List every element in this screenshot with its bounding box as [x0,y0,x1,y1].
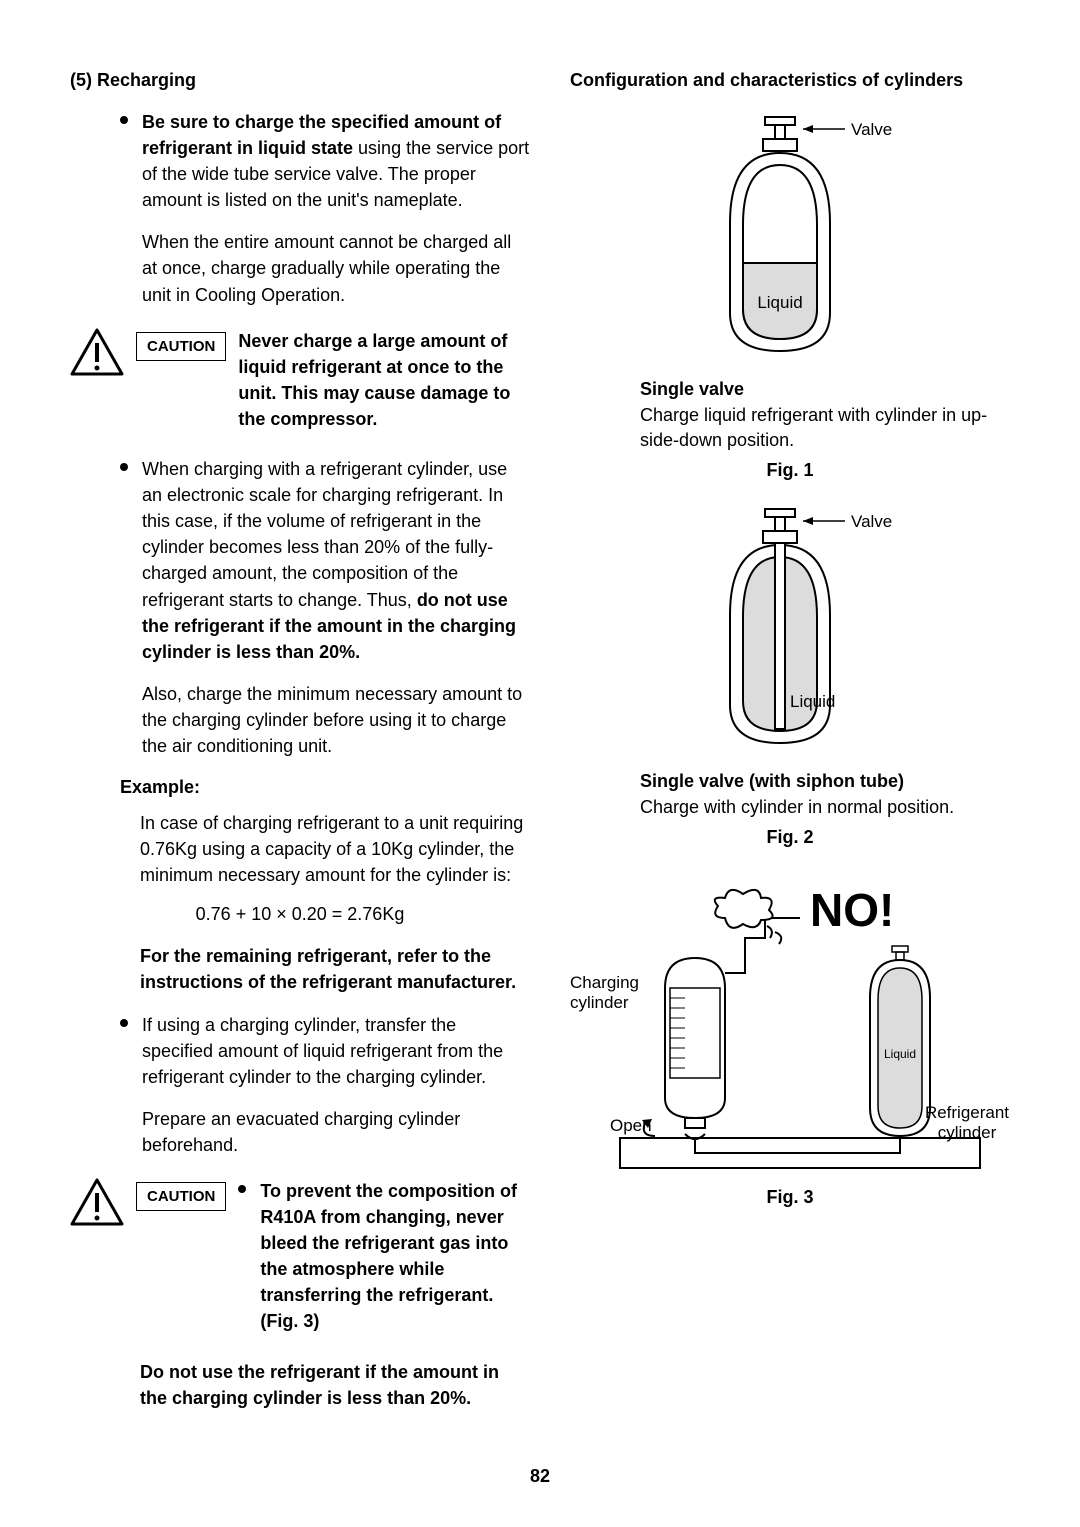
cylinder-diagram-1: Valve Liquid [645,113,935,363]
fig2-text: Charge with cylinder in normal position. [640,797,954,817]
bullet-block-3: If using a charging cylinder, transfer t… [120,1012,530,1158]
bullet-1: Be sure to charge the specified amount o… [120,109,530,213]
bullet-block-1: Be sure to charge the specified amount o… [120,109,530,308]
liquid-text-1: Liquid [757,293,802,312]
caution1-text: Never charge a large amount of liquid re… [238,328,530,432]
caution2-text: To prevent the composition of R410A from… [260,1181,517,1331]
caution2-wrapper: To prevent the composition of R410A from… [238,1178,530,1335]
section-heading: (5) Recharging [70,70,530,91]
bullet2-c: Also, charge the minimum necessary amoun… [120,681,530,759]
warning-icon [70,1178,124,1226]
fig2-caption: Fig. 2 [570,827,1010,848]
warning-icon [70,328,124,376]
valve-text-2: Valve [851,512,892,531]
refrigerant-cylinder-label: Refrigerant cylinder [922,1103,1012,1143]
caution-2: CAUTION To prevent the composition of R4… [70,1178,530,1335]
bullet2-a: When charging with a refrigerant cylinde… [142,459,507,609]
right-column: Configuration and characteristics of cyl… [570,70,1010,1411]
bullet-3a: If using a charging cylinder, transfer t… [120,1012,530,1090]
page-number: 82 [530,1466,550,1487]
figure-3: Liquid NO! Charging cylinder Open Refrig… [570,878,1010,1198]
caution-1: CAUTION Never charge a large amount of l… [70,328,530,432]
liquid-text-2: Liquid [790,692,835,711]
section-number: (5) [70,70,92,90]
fig1-desc: Single valve Charge liquid refrigerant w… [640,377,990,452]
cylinder-diagram-2: Valve Liquid [645,505,935,755]
bullet-3b: Prepare an evacuated charging cylinder b… [120,1106,530,1158]
bullet1-para2: When the entire amount cannot be charged… [120,229,530,307]
svg-text:Liquid: Liquid [884,1047,916,1061]
open-label: Open [610,1116,652,1136]
example-body: In case of charging refrigerant to a uni… [140,810,530,888]
charging-cylinder-label: Charging cylinder [570,973,650,1013]
caution-label-1: CAUTION [136,332,226,361]
no-text: NO! [810,883,894,937]
bullet-icon [238,1185,246,1193]
fig2-desc: Single valve (with siphon tube) Charge w… [640,769,990,820]
section-title-text: Recharging [97,70,196,90]
fig1-text: Charge liquid refrigerant with cylinder … [640,405,987,449]
example-label: Example: [120,777,530,798]
right-title: Configuration and characteristics of cyl… [570,70,1010,91]
left-column: (5) Recharging Be sure to charge the spe… [70,70,530,1411]
fig1-caption: Fig. 1 [570,460,1010,481]
bullet-2: When charging with a refrigerant cylinde… [120,456,530,665]
figure-2: Valve Liquid [570,505,1010,755]
bullet-block-2: When charging with a refrigerant cylinde… [120,456,530,759]
valve-text: Valve [851,120,892,139]
remaining-note: For the remaining refrigerant, refer to … [140,943,530,995]
fig2-bold: Single valve (with siphon tube) [640,769,990,793]
fig1-bold: Single valve [640,377,990,401]
fig3-caption: Fig. 3 [570,1187,1010,1208]
formula: 0.76 + 10 × 0.20 = 2.76Kg [70,904,530,925]
figure-1: Valve Liquid [570,113,1010,363]
final-bold-warning: Do not use the refrigerant if the amount… [140,1359,530,1411]
caution-label-2: CAUTION [136,1182,226,1211]
